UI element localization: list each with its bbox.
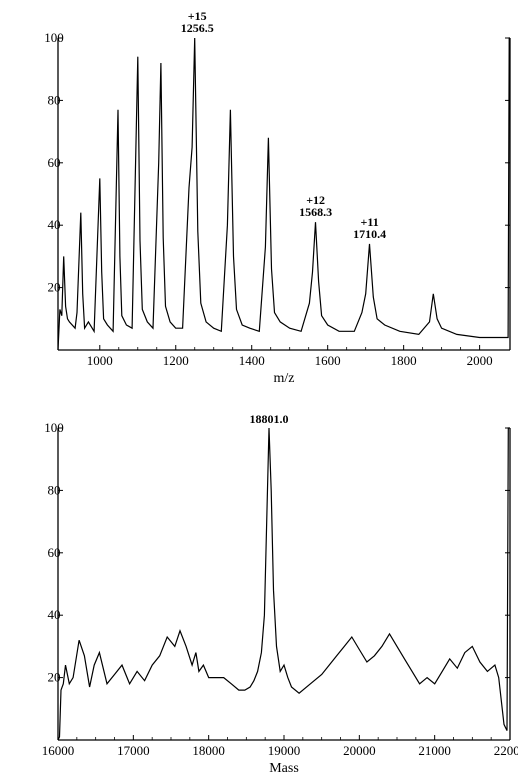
svg-text:40: 40	[48, 607, 61, 622]
svg-text:100: 100	[44, 30, 64, 45]
svg-text:2000: 2000	[467, 353, 493, 368]
svg-text:1800: 1800	[391, 353, 417, 368]
svg-text:18000: 18000	[192, 743, 225, 758]
svg-text:19000: 19000	[268, 743, 301, 758]
svg-text:40: 40	[48, 217, 61, 232]
mass-spectrum-panel: 20 40 60 80 100 16000 17000 18000 19000 20000 2100…	[18, 408, 518, 778]
svg-text:60: 60	[48, 545, 61, 560]
svg-text:1568.3: 1568.3	[299, 205, 332, 219]
svg-text:m/z: m/z	[274, 371, 295, 386]
svg-text:80: 80	[48, 482, 61, 497]
svg-text:21000: 21000	[418, 743, 451, 758]
svg-text:Mass: Mass	[269, 761, 299, 776]
svg-text:20000: 20000	[343, 743, 376, 758]
svg-text:1000: 1000	[87, 353, 113, 368]
svg-text:1710.4: 1710.4	[353, 227, 386, 241]
svg-text:20: 20	[48, 280, 61, 295]
svg-text:20: 20	[48, 670, 61, 685]
mass-spectrum-chart: 20 40 60 80 100 16000 17000 18000 19000 20000 2100…	[18, 408, 518, 778]
svg-text:1256.5: 1256.5	[181, 21, 214, 35]
svg-text:100: 100	[44, 420, 64, 435]
svg-text:16000: 16000	[42, 743, 75, 758]
mz-spectrum-panel: 20406080100100012001400160018002000m/z+1…	[18, 6, 518, 388]
svg-text:22000: 22000	[494, 743, 518, 758]
svg-text:1600: 1600	[315, 353, 341, 368]
svg-text:80: 80	[48, 92, 61, 107]
svg-text:60: 60	[48, 155, 61, 170]
svg-text:17000: 17000	[117, 743, 150, 758]
svg-text:1400: 1400	[239, 353, 265, 368]
svg-text:1200: 1200	[163, 353, 189, 368]
svg-text:18801.0: 18801.0	[250, 412, 289, 426]
mz-spectrum-chart: 20406080100100012001400160018002000m/z+1…	[18, 6, 518, 388]
